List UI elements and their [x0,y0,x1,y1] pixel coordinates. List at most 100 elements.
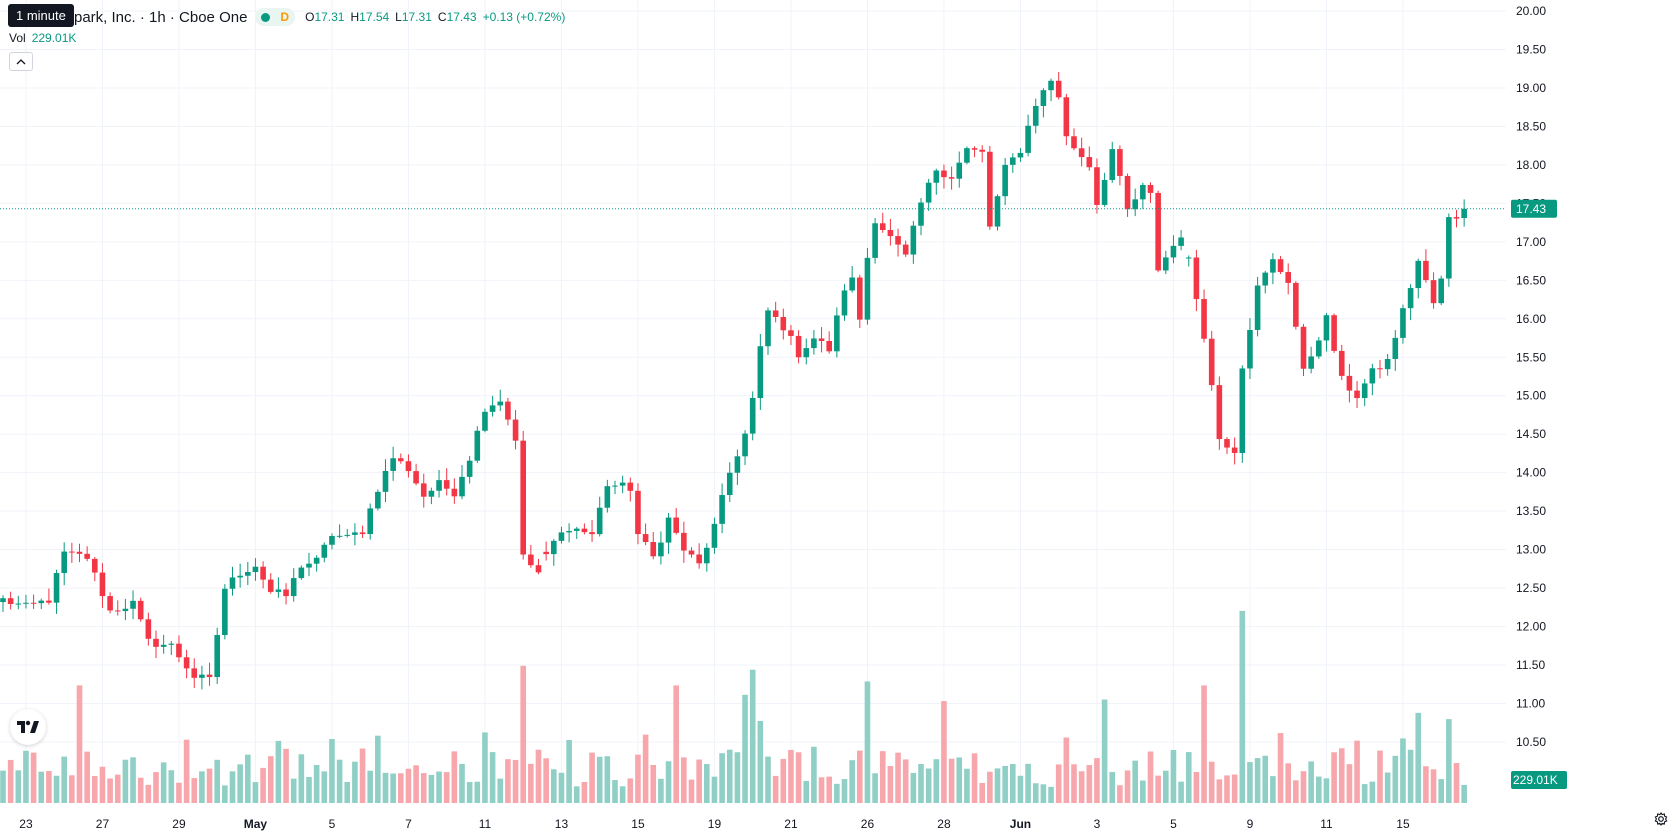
volume-bar [520,665,526,803]
candle-body [30,602,37,604]
candle-body [183,657,190,669]
volume-bar [734,752,741,803]
time-tick-label: 23 [19,817,33,831]
candle-body [910,225,917,255]
price-tick-label: 18.50 [1516,119,1546,133]
candle-body [711,523,718,548]
volume-bar [627,778,634,803]
volume-bar [711,776,718,803]
candle-body [1331,315,1337,351]
candle-body [1201,299,1207,339]
candle-body [107,596,113,611]
time-tick-label: 11 [479,817,492,831]
volume-bar [1346,764,1353,803]
last-price-badge-label: 17.43 [1516,202,1546,216]
price-tick-label: 18.00 [1516,158,1546,172]
volume-bar [1163,770,1169,803]
volume-bar [1132,760,1138,803]
volume-bar [1208,761,1215,803]
candle-body [581,528,588,533]
candle-body [15,603,22,605]
candle-body [543,551,549,555]
collapse-legend-button[interactable] [9,52,33,71]
candle-body [298,567,305,579]
axis-badges: 17.43 229.01K [1511,199,1567,789]
chart-settings-button[interactable] [1654,812,1668,829]
volume-bar [497,778,504,803]
candle-body [0,598,6,603]
volume-bar [1086,765,1093,803]
volume-bar [23,750,29,803]
candle-body [114,610,121,612]
volume-bar [803,780,810,803]
volume-bar [1109,771,1116,803]
volume-bar [879,751,886,803]
candle-body [306,563,312,568]
candle-body [1407,288,1414,309]
volume-bar [130,757,136,803]
chevron-up-icon [16,58,26,64]
volume-bar [359,748,366,803]
candle-body [428,490,435,497]
volume-bar [38,771,45,803]
candle-body [267,579,274,592]
volume-bar [979,783,985,803]
volume-bar [895,752,901,803]
volume-bar [7,759,14,803]
price-tick-label: 20.00 [1516,4,1546,18]
tradingview-logo[interactable] [10,709,46,745]
candle-body [604,486,611,508]
candle-body [451,488,458,497]
candle-body [329,536,335,545]
volume-bar [1078,771,1085,803]
market-status[interactable]: D [255,8,296,26]
candle-body [864,257,871,320]
candle-body [160,644,167,647]
price-tick-label: 13.50 [1516,504,1546,518]
volume-bar [964,768,970,803]
time-tick-label: 28 [937,817,951,831]
volume-bar [1415,712,1422,803]
volume-bar [742,694,748,803]
candle-body [1025,125,1031,153]
price-axis[interactable]: 20.0019.5019.0018.5018.0017.5017.0016.50… [1516,4,1546,749]
gear-icon [1654,812,1668,826]
candle-body [895,236,901,245]
price-tick-label: 16.50 [1516,273,1546,287]
volume-bar [1338,748,1345,803]
volume-bar [405,768,412,803]
candle-body [1163,257,1169,271]
dividend-flag[interactable]: D [280,10,290,24]
volume-bar [214,759,220,803]
candle-body [497,401,504,406]
volume-bar [971,753,978,803]
candle-body [245,572,251,576]
time-tick-label: 13 [555,817,569,831]
symbol-legend[interactable]: park, Inc. · 1h · Cboe One D O17.31 H17.… [8,6,565,28]
candle-body [283,589,289,597]
volume-bar [1155,775,1161,803]
volume-bar [780,758,787,803]
candle-body [803,348,810,358]
candle-body [84,553,90,559]
volume-bar [795,752,802,803]
candle-body [145,619,152,639]
volume-bar [443,772,450,803]
candle-body [994,196,1001,227]
candle-body [76,551,83,554]
volume-bar [46,771,52,803]
volume-legend[interactable]: Vol 229.01K [9,31,76,45]
last-volume-badge-label: 229.01K [1513,773,1558,787]
volume-bar [1354,740,1360,803]
symbol-title[interactable]: park, Inc. · 1h · Cboe One [74,8,248,26]
time-axis[interactable]: 23 27 29 May 5 7 11 13 15 19 21 26 28 Jun 3 5 9 11 15 [19,817,1410,831]
candle-body [1361,383,1368,399]
volume-bar [367,770,373,803]
volume-bar [925,768,932,803]
candle-body [1430,280,1437,304]
volume-bar [15,770,22,803]
candle-body [1316,340,1322,357]
candle-body [757,346,764,398]
volume-bar [298,754,305,803]
